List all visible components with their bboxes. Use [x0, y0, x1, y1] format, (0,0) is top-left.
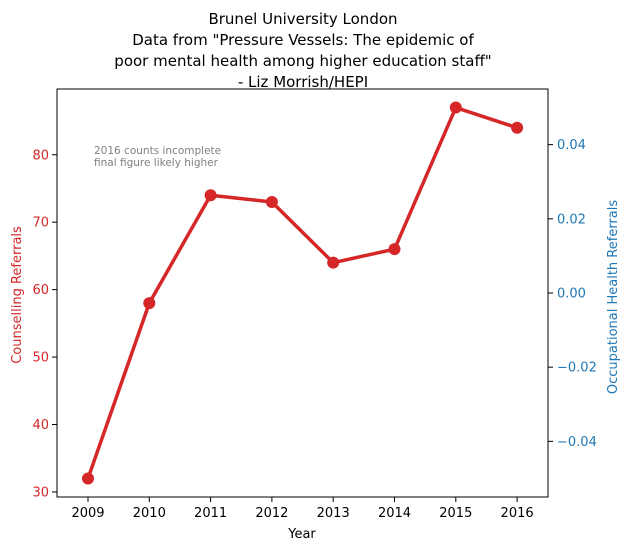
- left-y-tick-label: 60: [32, 283, 49, 298]
- x-tick-label: 2012: [255, 506, 288, 521]
- data-point: [143, 297, 156, 310]
- x-tick-label: 2011: [194, 506, 227, 521]
- left-y-tick-label: 70: [32, 216, 49, 231]
- right-y-tick-label: 0.00: [557, 287, 586, 302]
- data-point: [204, 189, 217, 202]
- x-tick-label: 2015: [439, 506, 472, 521]
- x-axis-ticks: 2009 2010 2011 2012 2013 2014 2015 2016: [71, 497, 534, 521]
- left-y-tick-label: 30: [32, 485, 49, 500]
- title-line: - Liz Morrish/HEPI: [238, 73, 368, 91]
- chart-title: Brunel University London Data from "Pres…: [114, 10, 491, 91]
- x-axis-label: Year: [287, 527, 316, 542]
- right-y-tick-label: 0.04: [557, 138, 586, 153]
- x-tick-label: 2009: [71, 506, 104, 521]
- series-line: [86, 105, 519, 481]
- x-tick-label: 2013: [317, 506, 350, 521]
- right-y-tick-label: −0.04: [557, 435, 597, 450]
- x-tick-label: 2010: [133, 506, 166, 521]
- series-layer: [82, 101, 524, 485]
- data-point: [388, 243, 401, 256]
- annotation-line: 2016 counts incomplete: [94, 145, 221, 157]
- left-y-tick-label: 40: [32, 418, 49, 433]
- annotation: 2016 counts incomplete final figure like…: [94, 145, 221, 169]
- data-point: [82, 472, 94, 485]
- data-point: [327, 256, 340, 269]
- left-y-tick-label: 80: [32, 148, 49, 163]
- x-tick-label: 2014: [378, 506, 411, 521]
- right-y-axis-label: Occupational Health Referrals: [606, 200, 621, 394]
- left-y-tick-label: 50: [32, 351, 49, 366]
- data-point: [449, 101, 462, 114]
- title-line: poor mental health among higher educatio…: [114, 52, 491, 70]
- right-y-axis-ticks: −0.04 −0.02 0.00 0.02 0.04: [548, 138, 597, 450]
- left-y-axis-ticks: 30 40 50 60 70 80: [32, 148, 57, 500]
- annotation-line: final figure likely higher: [94, 157, 219, 169]
- data-point: [511, 121, 524, 134]
- plot-frame: [56, 88, 549, 498]
- left-y-axis-label: Counselling Referrals: [10, 226, 25, 364]
- x-tick-label: 2016: [501, 506, 534, 521]
- right-y-tick-label: 0.02: [557, 212, 586, 227]
- title-line: Data from "Pressure Vessels: The epidemi…: [132, 31, 474, 49]
- title-line: Brunel University London: [208, 10, 397, 28]
- data-point: [265, 195, 278, 208]
- right-y-tick-label: −0.02: [557, 361, 597, 376]
